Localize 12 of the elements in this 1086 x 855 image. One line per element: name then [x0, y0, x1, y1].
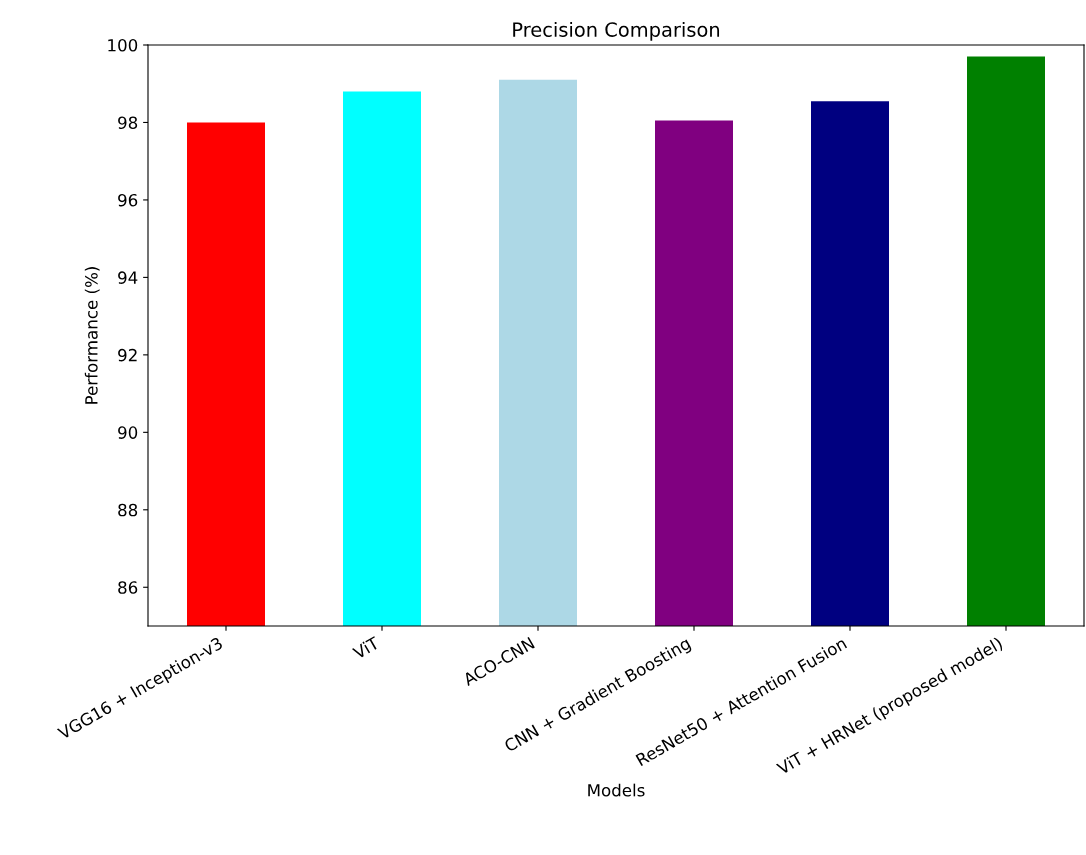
chart-title: Precision Comparison [513, 21, 720, 41]
y-tick-label: 94 [118, 271, 138, 284]
y-axis-title: Performance (%) [84, 267, 100, 404]
y-tick-label: 88 [118, 503, 138, 517]
y-tick-label: 100 [108, 38, 138, 52]
x-tick-label: ViT [351, 635, 381, 660]
y-tick-label: 98 [118, 116, 138, 130]
y-tick-label: 92 [118, 348, 137, 362]
x-axis-title: Models [588, 783, 645, 797]
y-tick-label: 96 [118, 193, 138, 207]
y-tick-label: 90 [118, 426, 138, 439]
y-tick-label: 86 [118, 581, 138, 594]
